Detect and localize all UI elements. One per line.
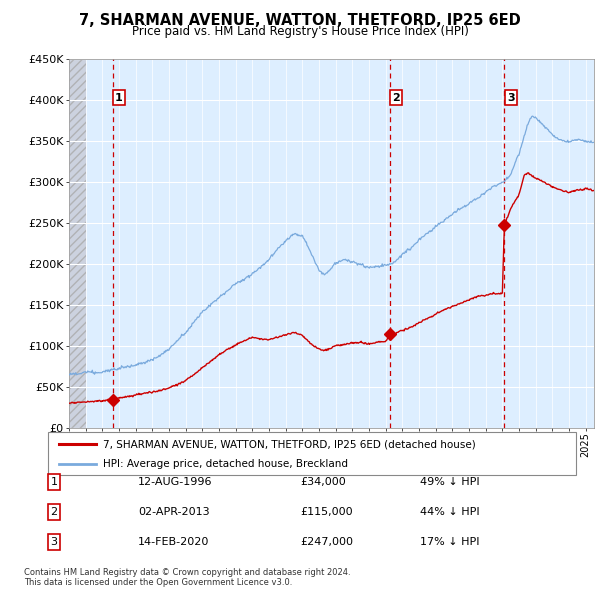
Text: 17% ↓ HPI: 17% ↓ HPI	[420, 537, 479, 547]
Text: 3: 3	[507, 93, 514, 103]
Text: 2: 2	[50, 507, 58, 517]
Text: 3: 3	[50, 537, 58, 547]
Text: 12-AUG-1996: 12-AUG-1996	[138, 477, 212, 487]
Text: 49% ↓ HPI: 49% ↓ HPI	[420, 477, 479, 487]
Text: 7, SHARMAN AVENUE, WATTON, THETFORD, IP25 6ED (detached house): 7, SHARMAN AVENUE, WATTON, THETFORD, IP2…	[103, 440, 476, 450]
Text: 1: 1	[50, 477, 58, 487]
Bar	[69, 59, 86, 428]
Text: 44% ↓ HPI: 44% ↓ HPI	[420, 507, 479, 517]
Text: £34,000: £34,000	[300, 477, 346, 487]
Text: £247,000: £247,000	[300, 537, 353, 547]
Text: £115,000: £115,000	[300, 507, 353, 517]
Text: 02-APR-2013: 02-APR-2013	[138, 507, 209, 517]
Text: 2: 2	[392, 93, 400, 103]
Text: 14-FEB-2020: 14-FEB-2020	[138, 537, 209, 547]
Text: 7, SHARMAN AVENUE, WATTON, THETFORD, IP25 6ED: 7, SHARMAN AVENUE, WATTON, THETFORD, IP2…	[79, 13, 521, 28]
Text: 1: 1	[115, 93, 123, 103]
Text: Price paid vs. HM Land Registry's House Price Index (HPI): Price paid vs. HM Land Registry's House …	[131, 25, 469, 38]
Text: HPI: Average price, detached house, Breckland: HPI: Average price, detached house, Brec…	[103, 460, 349, 469]
FancyBboxPatch shape	[48, 432, 576, 475]
Text: Contains HM Land Registry data © Crown copyright and database right 2024.
This d: Contains HM Land Registry data © Crown c…	[24, 568, 350, 587]
